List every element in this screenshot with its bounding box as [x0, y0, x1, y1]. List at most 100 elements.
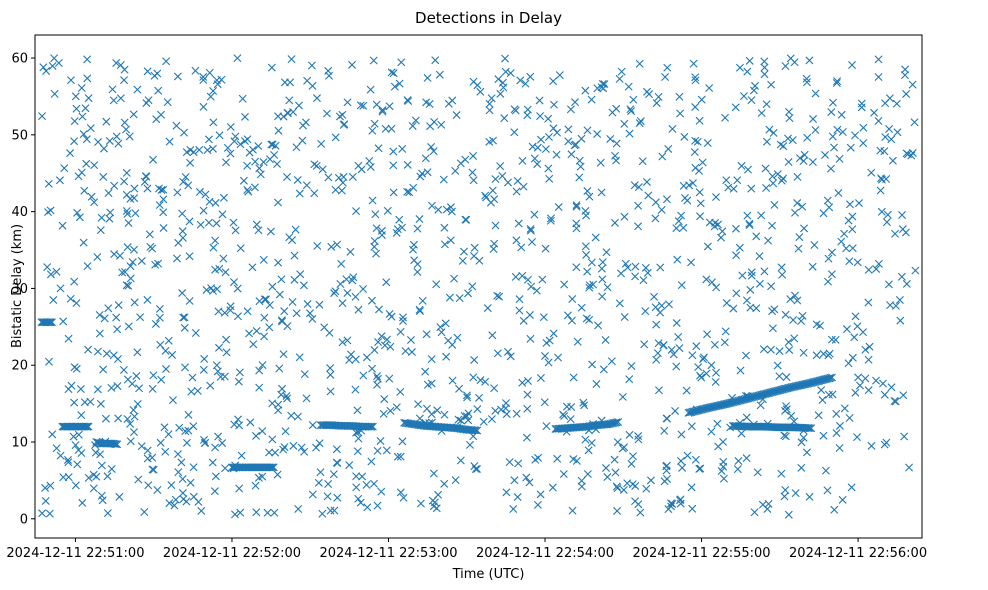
- detection-point: [762, 100, 771, 109]
- detection-point: [705, 84, 714, 93]
- detection-point: [832, 429, 841, 438]
- detection-point: [872, 264, 881, 273]
- detection-point: [221, 464, 230, 473]
- detection-point: [662, 195, 671, 204]
- detection-point: [798, 202, 807, 211]
- detection-point: [546, 216, 555, 225]
- detection-point: [770, 200, 779, 209]
- detection-point: [470, 355, 479, 364]
- detection-point: [122, 168, 131, 177]
- detection-point: [620, 443, 629, 452]
- detection-point: [678, 463, 687, 472]
- detection-point: [842, 325, 851, 334]
- detection-point: [455, 294, 464, 303]
- detection-point: [105, 214, 114, 223]
- detection-point: [579, 398, 588, 407]
- detection-point: [310, 189, 319, 198]
- detection-point: [857, 103, 866, 112]
- detection-point: [258, 427, 267, 436]
- y-tick-label: 30: [11, 282, 28, 297]
- detection-point: [173, 72, 182, 81]
- detection-point: [94, 137, 103, 146]
- detection-point: [191, 66, 200, 75]
- detection-point: [214, 432, 223, 441]
- detection-point: [308, 421, 317, 430]
- detection-point: [218, 439, 227, 448]
- detection-point: [634, 183, 643, 192]
- detection-point: [501, 54, 510, 63]
- detection-point: [240, 112, 249, 121]
- detection-point: [135, 384, 144, 393]
- detection-point: [377, 226, 386, 235]
- detection-point: [326, 370, 335, 379]
- detection-point: [885, 124, 894, 133]
- detection-point: [662, 461, 671, 470]
- detection-point: [538, 275, 547, 284]
- detection-point: [416, 499, 425, 508]
- detection-point: [220, 308, 229, 317]
- detection-point: [235, 421, 244, 430]
- detection-point: [172, 121, 181, 130]
- detection-point: [274, 258, 283, 267]
- detection-point: [770, 305, 779, 314]
- detection-point: [293, 175, 302, 184]
- detection-point: [189, 463, 198, 472]
- detection-point: [785, 345, 794, 354]
- detection-point: [697, 95, 706, 104]
- detection-point: [692, 342, 701, 351]
- detection-point: [696, 464, 705, 473]
- detection-point: [887, 383, 896, 392]
- detection-point: [368, 126, 377, 135]
- detection-point: [237, 451, 246, 460]
- detection-point: [339, 172, 348, 181]
- detection-point: [434, 205, 443, 214]
- detection-point: [180, 128, 189, 137]
- detection-point: [83, 74, 92, 83]
- detection-point: [618, 392, 627, 401]
- detection-point: [423, 168, 432, 177]
- detection-point: [490, 195, 499, 204]
- detection-point: [252, 508, 261, 517]
- detection-point: [462, 391, 471, 400]
- detection-point: [823, 486, 832, 495]
- detection-point: [617, 269, 625, 278]
- detection-point: [398, 144, 407, 153]
- detection-point: [768, 172, 777, 181]
- detection-point: [515, 306, 524, 315]
- detection-point: [268, 282, 277, 291]
- detection-point: [178, 289, 187, 298]
- detection-point: [885, 94, 894, 103]
- detection-point: [703, 139, 712, 147]
- detection-point: [236, 508, 245, 517]
- detection-point: [120, 177, 129, 186]
- detection-point: [506, 352, 515, 361]
- detection-point: [133, 85, 142, 94]
- detection-point: [544, 358, 553, 367]
- detection-point: [130, 428, 138, 437]
- detection-point: [784, 107, 793, 116]
- detection-point: [279, 350, 288, 359]
- detection-point: [292, 143, 301, 152]
- detection-point: [882, 438, 891, 447]
- detection-point: [323, 492, 332, 501]
- detection-point: [266, 463, 275, 472]
- detection-point: [753, 468, 762, 477]
- detection-point: [116, 94, 125, 103]
- detection-point: [60, 164, 69, 173]
- detection-point: [289, 441, 298, 450]
- detection-point: [893, 128, 902, 137]
- detection-point: [493, 349, 502, 358]
- detection-point: [149, 371, 158, 380]
- detection-point: [409, 240, 418, 249]
- detection-point: [452, 111, 461, 120]
- detection-point: [252, 220, 261, 229]
- detection-point: [636, 508, 645, 517]
- detection-point: [283, 394, 292, 403]
- detection-point: [846, 143, 855, 152]
- detection-point: [427, 355, 436, 364]
- detection-point: [682, 386, 691, 395]
- detection-point: [128, 258, 137, 267]
- detection-point: [326, 364, 335, 373]
- detection-point: [378, 107, 387, 116]
- detection-point: [235, 368, 244, 377]
